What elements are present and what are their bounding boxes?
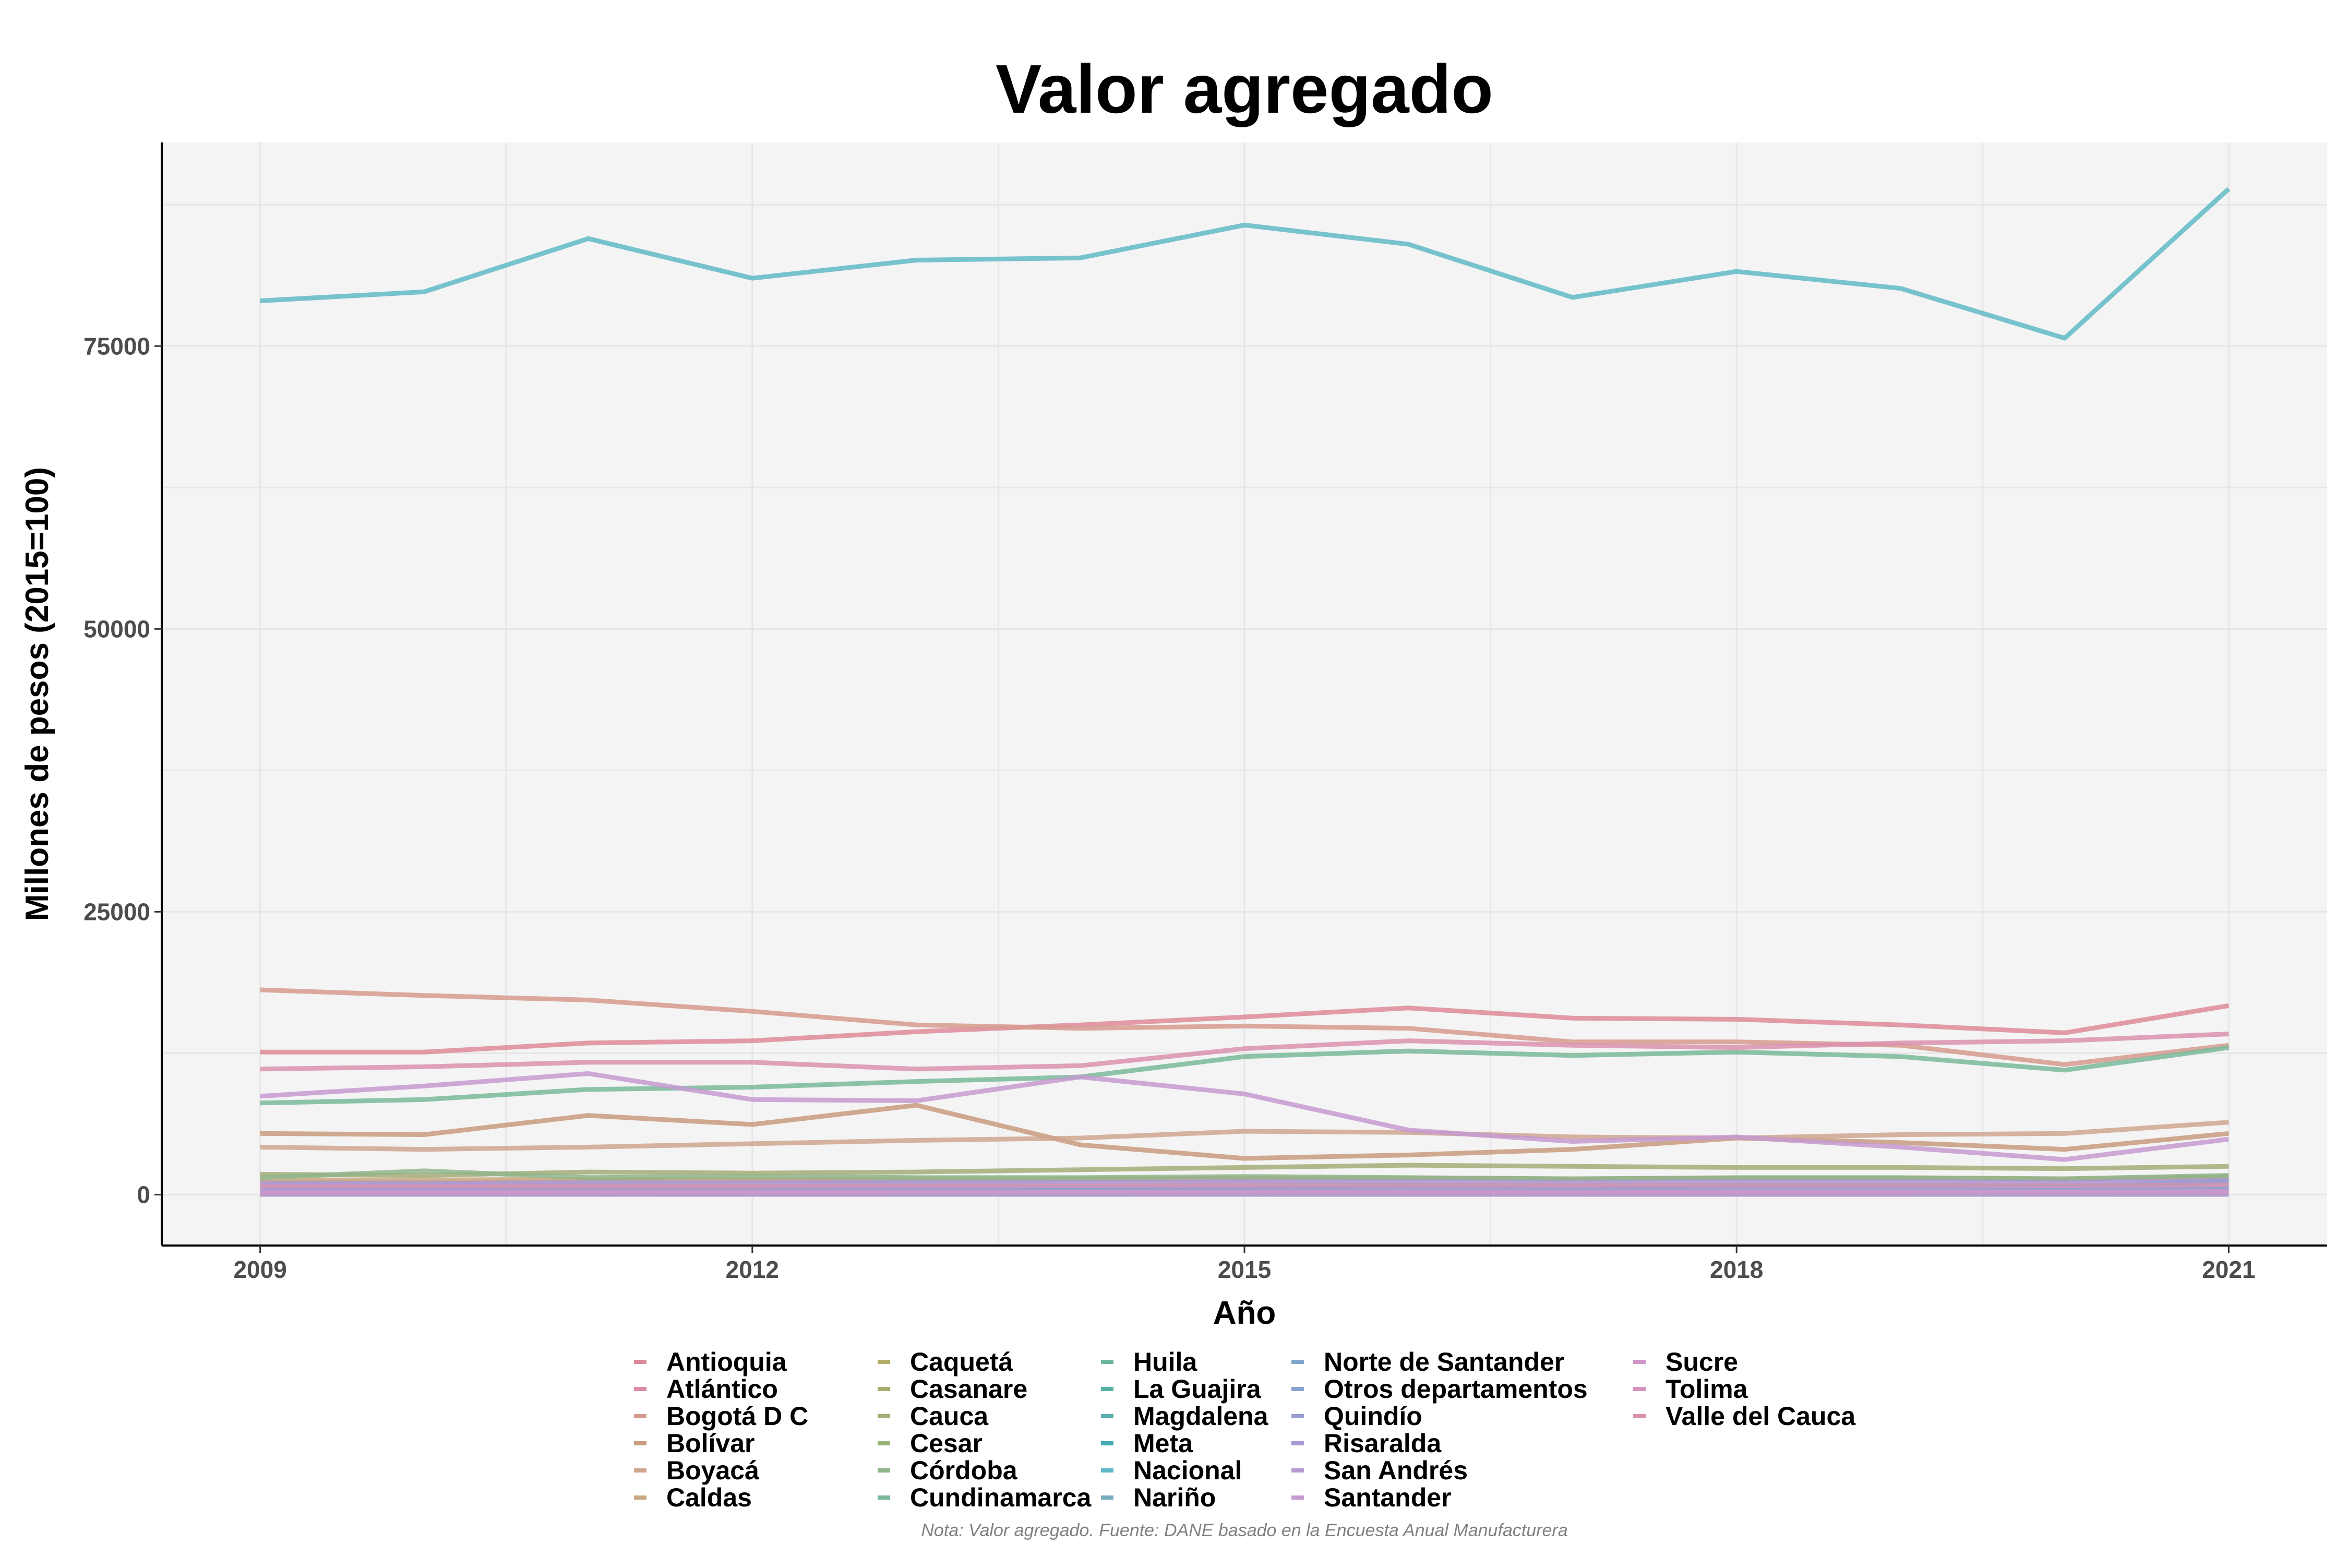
- legend-label: Meta: [1133, 1429, 1193, 1458]
- legend-label: Tolima: [1666, 1374, 1748, 1404]
- series-line: [260, 1163, 2229, 1178]
- legend-label: Bogotá D C: [666, 1402, 808, 1431]
- chart-note: Nota: Valor agregado. Fuente: DANE basad…: [921, 1521, 1567, 1540]
- y-tick-label: 50000: [83, 615, 150, 642]
- legend-label: Antioquia: [666, 1347, 787, 1377]
- legend-label: San Andrés: [1324, 1456, 1468, 1485]
- legend-label: Caquetá: [910, 1347, 1013, 1377]
- series-line: [260, 1182, 2229, 1189]
- legend-label: Valle del Cauca: [1666, 1402, 1856, 1431]
- legend-label: Nacional: [1133, 1456, 1242, 1485]
- legend-label: Quindío: [1324, 1402, 1422, 1431]
- legend-label: Huila: [1133, 1347, 1197, 1377]
- x-tick-label: 2012: [726, 1256, 779, 1283]
- y-tick-label: 25000: [83, 898, 150, 925]
- series-line: [260, 1045, 2230, 1106]
- series-line: [260, 1032, 2229, 1072]
- legend-label: Sucre: [1666, 1347, 1738, 1377]
- legend-label: Nariño: [1133, 1483, 1216, 1512]
- legend-label: La Guajira: [1133, 1374, 1262, 1404]
- y-tick-label: 75000: [83, 332, 150, 360]
- x-tick-label: 2018: [1710, 1256, 1763, 1283]
- legend-label: Otros departamentos: [1324, 1374, 1588, 1404]
- legend-label: Cesar: [910, 1429, 983, 1458]
- x-axis-ticks: 2009 2012 2015 2018 2021: [233, 1246, 2256, 1283]
- x-axis-title: Año: [1213, 1295, 1276, 1331]
- y-axis-title: Millones de pesos (2015=100): [19, 467, 55, 921]
- legend-label: Caldas: [666, 1483, 752, 1512]
- series-line: [260, 1071, 2229, 1162]
- series-line: [260, 1103, 2229, 1161]
- legend-label: Córdoba: [910, 1456, 1018, 1485]
- series-line: [260, 187, 2231, 341]
- legend-label: Santander: [1324, 1483, 1452, 1512]
- chart-title: Valor agregado: [996, 51, 1493, 127]
- legend-label: Casanare: [910, 1374, 1027, 1404]
- legend-label: Cauca: [910, 1402, 989, 1431]
- y-axis-ticks: 0 25000 50000 75000: [83, 332, 162, 1208]
- y-tick-label: 0: [137, 1181, 150, 1208]
- legend-label: Bolívar: [666, 1429, 755, 1458]
- series-lines: [260, 187, 2231, 1197]
- x-tick-label: 2021: [2202, 1256, 2255, 1283]
- series-line: [260, 1003, 2230, 1055]
- legend-label: Norte de Santander: [1324, 1347, 1564, 1377]
- legend-label: Atlántico: [666, 1374, 778, 1404]
- legend-label: Risaralda: [1324, 1429, 1442, 1458]
- x-tick-label: 2009: [233, 1256, 286, 1283]
- x-tick-label: 2015: [1218, 1256, 1271, 1283]
- series-line: [260, 1178, 2229, 1186]
- series-line: [260, 1120, 2229, 1152]
- series-line: [260, 1168, 2229, 1181]
- legend-label: Cundinamarca: [910, 1483, 1092, 1512]
- legend-label: Boyacá: [666, 1456, 759, 1485]
- legend-label: Magdalena: [1133, 1402, 1269, 1431]
